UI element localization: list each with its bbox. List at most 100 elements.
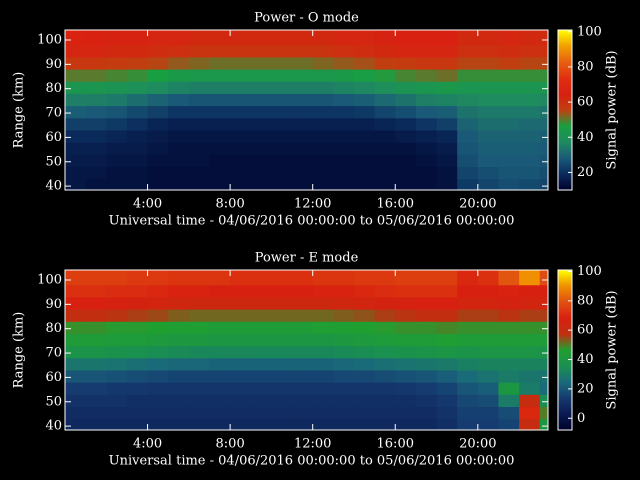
heatmap-cell: [457, 309, 479, 322]
heatmap-cell: [147, 321, 169, 334]
heatmap-cell: [477, 284, 499, 298]
x-tick-label: 4:00: [133, 197, 162, 212]
heatmap-cell: [498, 297, 520, 310]
heatmap-cell: [477, 333, 499, 347]
heatmap-cell: [333, 81, 355, 94]
heatmap-cell: [415, 333, 437, 347]
heatmap-cell: [230, 370, 252, 383]
heatmap-cell: [230, 309, 252, 322]
heatmap-cell: [374, 154, 396, 168]
heatmap-cell: [436, 370, 458, 383]
heatmap-cell: [65, 93, 87, 107]
heatmap-cell: [395, 321, 417, 334]
heatmap-cell: [353, 345, 376, 359]
heatmap-cell: [353, 406, 376, 420]
y-tick-label: 60: [45, 130, 62, 145]
heatmap-cell: [85, 117, 107, 131]
heatmap-cell: [519, 93, 541, 107]
heatmap-cell: [188, 297, 210, 310]
x-tick-label: 8:00: [216, 437, 245, 452]
heatmap-cell: [312, 297, 334, 310]
heatmap-cell: [374, 418, 396, 431]
heatmap-cell: [65, 30, 87, 46]
heatmap-cell: [65, 406, 87, 420]
heatmap-cell: [539, 142, 549, 155]
heatmap-cell: [126, 178, 148, 191]
heatmap-cell: [126, 345, 148, 359]
heatmap-cell: [415, 370, 437, 383]
heatmap-cell: [539, 69, 549, 82]
heatmap-cell: [230, 30, 252, 46]
heatmap-cell: [353, 81, 376, 94]
x-tick-label: 12:00: [294, 197, 331, 212]
heatmap-cell: [188, 370, 210, 383]
heatmap-cell: [395, 117, 417, 131]
heatmap-cell: [271, 69, 293, 82]
heatmap-cell: [436, 382, 458, 395]
heatmap-cell: [250, 81, 272, 94]
heatmap-cell: [65, 166, 87, 180]
heatmap-cell: [312, 309, 334, 322]
heatmap-cell: [498, 44, 520, 58]
heatmap-cell: [353, 370, 376, 383]
heatmap-cell: [106, 284, 128, 298]
heatmap-cell: [188, 166, 210, 180]
heatmap-cell: [415, 57, 437, 70]
heatmap-cell: [271, 418, 293, 431]
heatmap-cell: [168, 394, 190, 408]
heatmap-cell: [188, 394, 210, 408]
heatmap-cell: [477, 44, 499, 58]
heatmap-cell: [374, 130, 396, 143]
heatmap-cell: [230, 418, 252, 431]
heatmap-cell: [65, 57, 87, 70]
heatmap-cell: [188, 357, 210, 371]
heatmap-cell: [477, 69, 499, 82]
heatmap-cell: [312, 357, 334, 371]
heatmap-cell: [147, 284, 169, 298]
heatmap-cell: [271, 357, 293, 371]
heatmap-cell: [436, 142, 458, 155]
heatmap-cell: [168, 284, 190, 298]
heatmap-cell: [106, 57, 128, 70]
heatmap-cell: [106, 297, 128, 310]
heatmap-cell: [374, 382, 396, 395]
heatmap-cell: [436, 394, 458, 408]
heatmap-cell: [188, 418, 210, 431]
heatmap-cell: [312, 69, 334, 82]
heatmap-cell: [126, 297, 148, 310]
heatmap-cell: [539, 357, 549, 371]
heatmap-cell: [353, 394, 376, 408]
heatmap-cell: [353, 117, 376, 131]
heatmap-cell: [457, 166, 479, 180]
heatmap-cell: [477, 406, 499, 420]
heatmap-cell: [188, 105, 210, 119]
heatmap-cell: [519, 44, 541, 58]
heatmap-cell: [188, 117, 210, 131]
x-axis-label: Universal time - 04/06/2016 00:00:00 to …: [109, 214, 515, 229]
heatmap-cell: [147, 382, 169, 395]
heatmap-cell: [519, 284, 541, 298]
heatmap-cell: [519, 382, 541, 395]
heatmap-cell: [106, 69, 128, 82]
heatmap-cell: [353, 382, 376, 395]
colorbar-tick-label: 20: [577, 381, 594, 396]
heatmap-cell: [353, 44, 376, 58]
heatmap-cell: [395, 270, 417, 286]
heatmap-cell: [353, 178, 376, 191]
heatmap-cell: [415, 345, 437, 359]
heatmap-cell: [539, 270, 549, 286]
heatmap-cell: [126, 418, 148, 431]
y-tick-label: 90: [45, 297, 62, 312]
heatmap-cell: [85, 357, 107, 371]
heatmap-cell: [477, 370, 499, 383]
colorbar-tick-label: 100: [577, 24, 602, 39]
heatmap-cell: [395, 370, 417, 383]
heatmap-cell: [395, 166, 417, 180]
heatmap-cell: [209, 406, 231, 420]
heatmap-cell: [415, 81, 437, 94]
heatmap-cell: [457, 333, 479, 347]
heatmap-cell: [436, 309, 458, 322]
heatmap-cell: [188, 154, 210, 168]
heatmap-cell: [477, 178, 499, 191]
heatmap-cell: [106, 394, 128, 408]
